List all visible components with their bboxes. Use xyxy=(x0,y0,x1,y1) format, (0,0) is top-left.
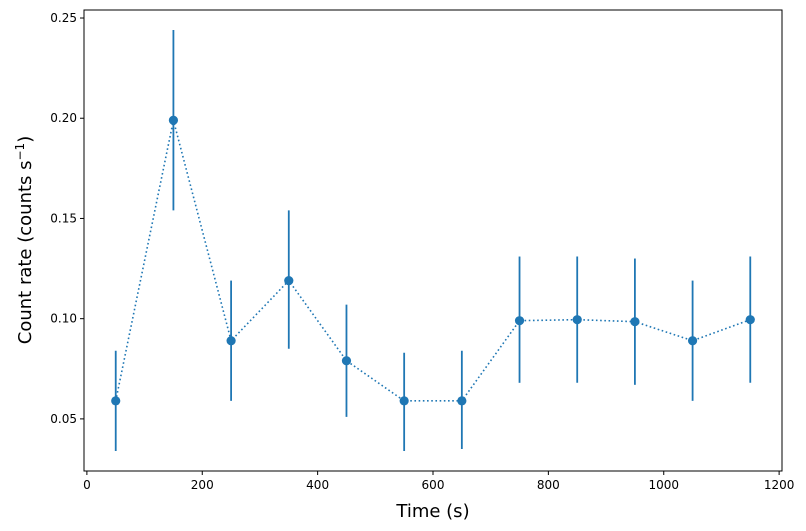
y-tick-label: 0.05 xyxy=(50,412,77,426)
data-point xyxy=(399,396,409,406)
data-point xyxy=(457,396,467,406)
data-point xyxy=(284,275,294,286)
series-line xyxy=(114,120,751,402)
y-axis-label: Count rate (counts s−1) xyxy=(13,136,36,344)
plot-marks xyxy=(111,30,755,451)
y-tick-label: 0.10 xyxy=(50,312,77,326)
x-tick-label: 800 xyxy=(537,478,560,492)
data-point xyxy=(745,315,755,325)
data-point xyxy=(630,317,640,327)
data-point xyxy=(687,336,698,346)
data-point xyxy=(572,315,582,325)
y-tick-label: 0.15 xyxy=(50,211,77,225)
x-tick-label: 1000 xyxy=(648,478,679,492)
data-point xyxy=(514,316,525,326)
x-tick-label: 200 xyxy=(191,478,214,492)
data-point xyxy=(168,115,179,125)
x-axis-label: Time (s) xyxy=(395,501,469,522)
data-point xyxy=(111,396,121,406)
data-point xyxy=(226,336,236,346)
x-axis: 0 200 400 600 800 1000 1200 xyxy=(83,471,794,492)
x-tick-label: 0 xyxy=(83,478,91,492)
data-point xyxy=(341,356,352,366)
plot-frame xyxy=(83,9,783,472)
y-axis: 0.05 0.10 0.15 0.20 0.25 xyxy=(50,11,84,426)
x-tick-label: 600 xyxy=(422,478,445,492)
y-tick-label: 0.25 xyxy=(50,11,77,25)
x-tick-label: 1200 xyxy=(764,478,795,492)
x-tick-label: 400 xyxy=(306,478,329,492)
y-tick-label: 0.20 xyxy=(50,111,77,125)
